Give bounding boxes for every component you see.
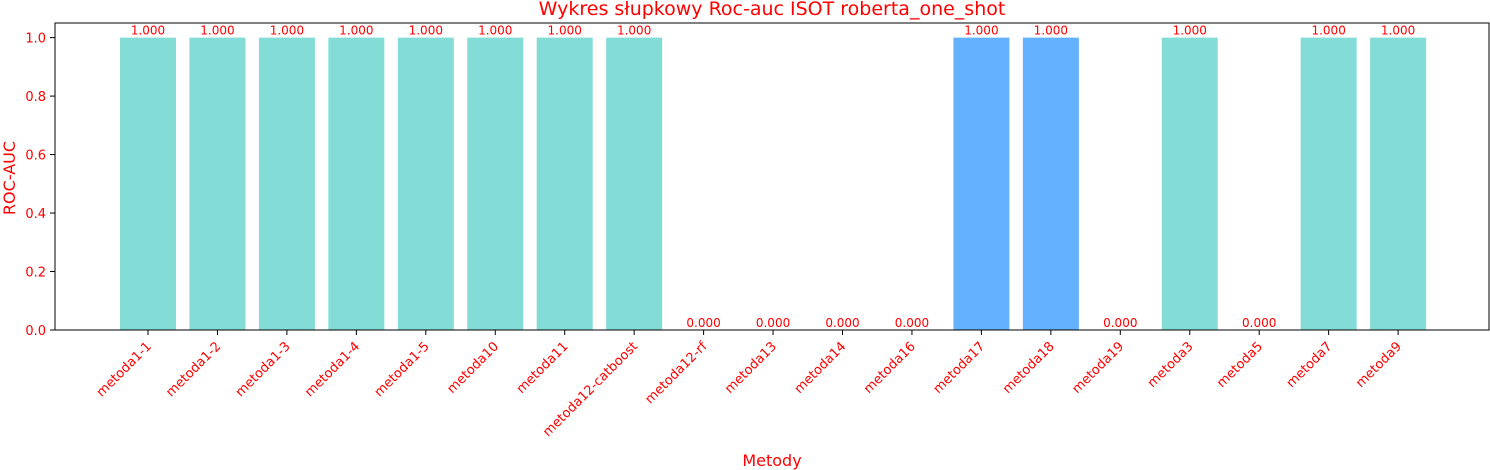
data-label: 0.000 — [895, 316, 929, 330]
bar — [328, 37, 385, 330]
x-tick-label: metoda1-3 — [233, 339, 294, 400]
data-label: 1.000 — [270, 24, 304, 38]
x-axis-label: Metody — [742, 451, 801, 470]
bar — [397, 37, 454, 330]
x-tick-label: metoda18 — [1000, 339, 1058, 397]
data-label: 1.000 — [1381, 24, 1415, 38]
x-tick-label: metoda19 — [1070, 339, 1128, 397]
x-tick-label: metoda3 — [1145, 339, 1197, 391]
y-tick-label: 0.8 — [25, 90, 46, 105]
data-label: 1.000 — [478, 24, 512, 38]
data-label: 0.000 — [1103, 316, 1137, 330]
data-label: 0.000 — [756, 316, 790, 330]
data-label: 1.000 — [964, 24, 998, 38]
bar — [1370, 37, 1427, 330]
data-label: 1.000 — [409, 24, 443, 38]
bar — [120, 37, 176, 330]
bar — [1022, 37, 1079, 330]
chart-title: Wykres słupkowy Roc-auc ISOT roberta_one… — [539, 0, 1006, 20]
x-tick-label: metoda12-rf — [642, 339, 710, 407]
bar — [606, 37, 663, 330]
data-label: 1.000 — [548, 24, 582, 38]
bar — [1161, 37, 1218, 330]
data-label: 1.000 — [339, 24, 373, 38]
x-tick-label: metoda13 — [722, 339, 780, 397]
x-tick-label: metoda7 — [1284, 339, 1336, 391]
x-tick-label: metoda14 — [792, 339, 850, 397]
x-tick-label: metoda1-5 — [372, 339, 433, 400]
y-tick-label: 0.0 — [25, 324, 46, 339]
x-tick-label: metoda16 — [861, 339, 919, 397]
data-label: 1.000 — [131, 24, 165, 38]
data-label: 0.000 — [686, 316, 720, 330]
data-label: 1.000 — [1311, 24, 1345, 38]
data-label: 1.000 — [1173, 24, 1207, 38]
bar — [467, 37, 524, 330]
y-tick-label: 0.2 — [25, 266, 46, 281]
x-tick-label: metoda1-4 — [302, 339, 363, 400]
data-label: 1.000 — [617, 24, 651, 38]
y-tick-label: 0.6 — [25, 149, 46, 164]
x-tick-label: metoda5 — [1214, 339, 1266, 391]
y-axis-label: ROC-AUC — [0, 141, 19, 215]
x-tick-label: metoda1-1 — [94, 339, 155, 400]
bar — [189, 37, 246, 330]
bar — [258, 37, 315, 330]
x-tick-label: metoda1-2 — [163, 339, 224, 400]
y-tick-label: 0.4 — [25, 207, 46, 222]
plot-area: 1.000 1.000 1.000 1.000 1.000 1.000 1.000 1.000… — [25, 22, 1490, 440]
y-tick-label: 1.0 — [25, 32, 46, 47]
x-tick-label: metoda11 — [514, 339, 572, 397]
data-label: 0.000 — [825, 316, 859, 330]
bar — [1300, 37, 1357, 330]
x-tick-label: metoda9 — [1353, 339, 1405, 391]
x-tick-label: metoda10 — [444, 339, 502, 397]
data-label: 1.000 — [200, 24, 234, 38]
data-label: 1.000 — [1034, 24, 1068, 38]
x-tick-label: metoda17 — [931, 339, 989, 397]
bar — [953, 37, 1010, 330]
axes-frame — [54, 22, 1490, 331]
data-label: 0.000 — [1242, 316, 1276, 330]
bar — [536, 37, 593, 330]
